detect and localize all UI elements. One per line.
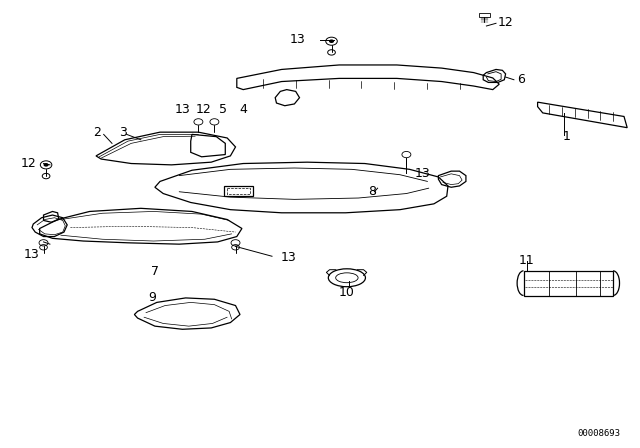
Text: 00008693: 00008693 xyxy=(578,429,621,438)
Text: 13: 13 xyxy=(24,248,40,261)
Text: 13: 13 xyxy=(290,33,306,46)
Bar xyxy=(479,13,490,17)
Text: 9: 9 xyxy=(148,291,156,305)
Text: 5: 5 xyxy=(219,103,227,116)
Text: 4: 4 xyxy=(239,103,247,116)
Circle shape xyxy=(44,163,49,167)
Circle shape xyxy=(329,39,334,43)
Text: 13: 13 xyxy=(415,167,431,181)
Text: 13: 13 xyxy=(280,251,296,264)
Text: 8: 8 xyxy=(369,185,376,198)
Text: 6: 6 xyxy=(517,73,525,86)
Text: 1: 1 xyxy=(563,130,570,143)
Text: 7: 7 xyxy=(151,264,159,278)
Text: 10: 10 xyxy=(339,285,355,299)
Text: 2: 2 xyxy=(93,126,101,139)
Text: 12: 12 xyxy=(196,103,211,116)
Text: 3: 3 xyxy=(119,126,127,139)
Text: 12: 12 xyxy=(20,157,36,171)
Text: 13: 13 xyxy=(175,103,190,116)
Text: 11: 11 xyxy=(518,254,534,267)
Text: 12: 12 xyxy=(498,16,514,29)
